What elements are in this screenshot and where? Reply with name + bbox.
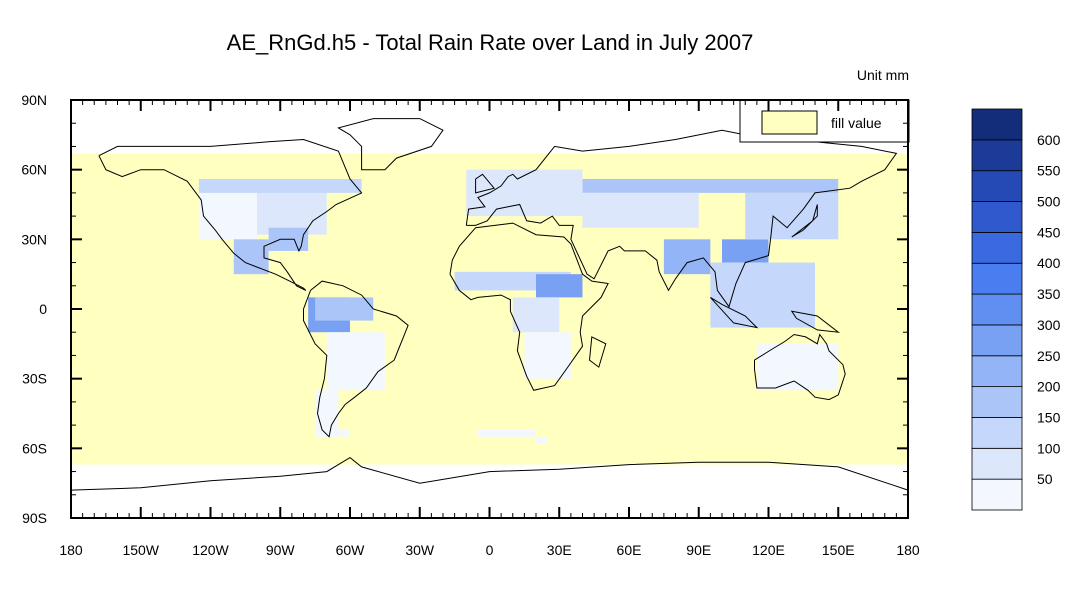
colorbar-swatch (971, 417, 1023, 449)
fill-value-swatch (761, 110, 818, 135)
rain-cell (710, 262, 815, 328)
fill-value-legend-label: fill value (831, 115, 882, 131)
colorbar-label: 350 (1037, 286, 1061, 302)
rain-cell (582, 192, 699, 228)
colorbar-swatch (971, 139, 1023, 172)
rain-cell (198, 188, 257, 240)
colorbar-label: 450 (1037, 224, 1061, 240)
map-layer (71, 100, 908, 518)
rain-cell (536, 274, 583, 298)
coastline (791, 204, 818, 238)
rain-cell (582, 178, 839, 193)
colorbar-swatch (971, 355, 1023, 388)
colorbar-label: 250 (1037, 348, 1061, 364)
coastline (449, 222, 609, 391)
y-tick-label: 30S (22, 371, 47, 387)
unit-label: Unit mm (857, 67, 909, 83)
rain-cell (315, 297, 374, 321)
colorbar-swatch (971, 386, 1023, 418)
colorbar-swatch (971, 231, 1023, 264)
x-tick-label: 180 (59, 542, 83, 558)
coastline (710, 296, 759, 329)
colorbar: 50 100 150 200 250 300 350 400 450 500 550 600 (971, 108, 1061, 511)
rain-cell (512, 297, 560, 333)
x-tick-label: 150E (822, 542, 855, 558)
colorbar-label: 200 (1037, 379, 1061, 395)
x-tick-label: 120E (752, 542, 785, 558)
y-tick-label: 60S (22, 440, 47, 456)
colorbar-label: 300 (1037, 317, 1061, 333)
y-tick-label: 60N (21, 162, 47, 178)
rain-cell (326, 332, 385, 391)
colorbar-swatch (971, 447, 1023, 480)
coastline-layer (70, 118, 909, 491)
rain-cell (326, 429, 350, 437)
rain-cell (466, 169, 583, 217)
x-tick-label: 30E (547, 542, 572, 558)
colorbar-swatch (971, 262, 1023, 295)
x-tick-label: 180 (896, 542, 920, 558)
y-tick-label: 90S (22, 510, 47, 526)
coastline (790, 310, 841, 333)
rain-cell (663, 239, 711, 275)
rain-cell (477, 429, 536, 437)
rain-cell (536, 436, 548, 444)
rain-cell (233, 239, 269, 275)
colorbar-swatch (971, 201, 1023, 233)
coastline (465, 129, 898, 308)
y-tick-label: 30N (21, 231, 47, 247)
x-tick-label: 30W (405, 542, 435, 558)
colorbar-label: 600 (1037, 132, 1061, 148)
colorbar-label: 500 (1037, 194, 1061, 210)
x-tick-label: 120W (192, 542, 229, 558)
fill-value-legend: fill value (739, 99, 910, 143)
coastline (754, 333, 846, 401)
y-tick-label: 0 (39, 301, 47, 317)
axis-layer: 180 150W 120W 90W 60W 30W 0 30E 60E 90E 120E 150E 18… (21, 92, 920, 558)
rain-cell (745, 192, 839, 240)
coastline (475, 173, 495, 194)
colorbar-label: 150 (1037, 409, 1061, 425)
colorbar-label: 550 (1037, 163, 1061, 179)
colorbar-swatch (971, 170, 1023, 202)
colorbar-swatch (971, 324, 1023, 357)
coastline (70, 456, 909, 491)
colorbar-swatch (971, 293, 1023, 326)
colorbar-label: 100 (1037, 440, 1061, 456)
x-tick-label: 150W (122, 542, 159, 558)
colorbar-swatch (971, 478, 1023, 511)
x-tick-label: 60W (336, 542, 366, 558)
colorbar-label: 400 (1037, 255, 1061, 271)
rain-cell (524, 332, 571, 379)
x-tick-label: 0 (486, 542, 494, 558)
colorbar-swatch (971, 108, 1023, 141)
x-tick-label: 60E (617, 542, 642, 558)
x-tick-label: 90E (686, 542, 711, 558)
rain-cell (756, 343, 839, 391)
y-tick-label: 90N (21, 92, 47, 108)
x-tick-label: 90W (266, 542, 296, 558)
coastline (588, 336, 607, 368)
coastline (98, 138, 363, 291)
rain-cell (198, 178, 362, 193)
chart-title: AE_RnGd.h5 - Total Rain Rate over Land i… (227, 30, 754, 55)
coastline (303, 280, 409, 438)
rain-cell (722, 239, 769, 263)
coastline (337, 118, 444, 171)
colorbar-label: 50 (1037, 471, 1053, 487)
